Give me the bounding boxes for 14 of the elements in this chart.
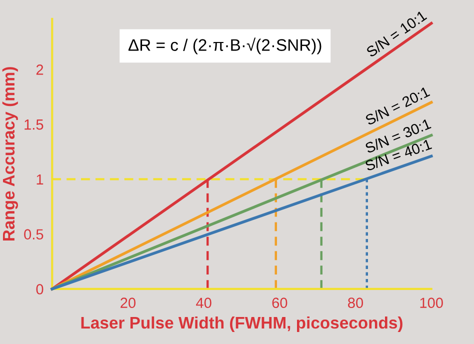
y-tick-label: 0.5 xyxy=(24,229,44,240)
x-tick-label: 60 xyxy=(272,298,288,308)
y-tick-label: 0 xyxy=(36,284,44,294)
x-tick-label: 80 xyxy=(348,298,364,308)
y-tick-label: 2 xyxy=(36,64,44,75)
text: S/N = 10:1 xyxy=(365,10,428,58)
y-tick-label: 1.5 xyxy=(24,120,44,130)
annotation: ΔR = c / (2·π·B·√(2·SNR)) xyxy=(128,38,322,54)
x-tick-label: 20 xyxy=(120,298,136,308)
x-tick-label: 40 xyxy=(196,298,212,308)
y-axis-title: Range Accuracy (mm) xyxy=(2,67,18,240)
x-tick-label: 100 xyxy=(420,298,443,308)
x-axis-title: Laser Pulse Width (FWHM, picoseconds) xyxy=(81,316,402,332)
y-tick-label: 1 xyxy=(36,174,44,184)
